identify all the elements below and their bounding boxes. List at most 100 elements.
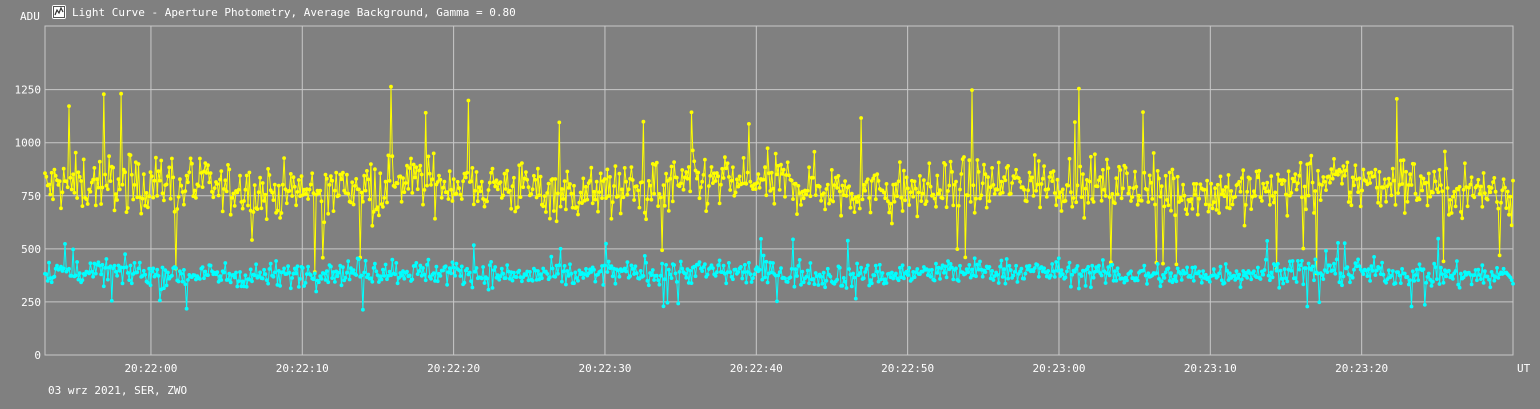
data-point bbox=[968, 275, 973, 280]
data-point bbox=[182, 202, 186, 207]
data-point bbox=[1377, 266, 1382, 270]
data-point bbox=[439, 195, 444, 200]
data-point bbox=[409, 156, 413, 161]
data-point bbox=[943, 264, 948, 269]
data-point bbox=[447, 169, 452, 174]
data-point bbox=[57, 179, 62, 184]
data-point bbox=[720, 166, 725, 171]
data-point bbox=[1421, 267, 1426, 272]
data-point bbox=[974, 196, 978, 201]
data-point bbox=[1000, 190, 1005, 195]
data-point bbox=[709, 263, 714, 268]
data-point bbox=[1145, 187, 1149, 192]
data-point bbox=[1408, 172, 1412, 177]
data-point bbox=[1313, 189, 1318, 193]
data-point bbox=[678, 259, 683, 264]
data-point bbox=[254, 262, 258, 267]
data-point bbox=[1052, 275, 1057, 279]
data-point bbox=[1163, 173, 1168, 178]
data-point bbox=[680, 266, 685, 271]
data-point bbox=[490, 286, 495, 290]
data-point bbox=[1189, 197, 1193, 202]
data-point bbox=[837, 189, 842, 194]
data-point bbox=[765, 146, 770, 151]
data-point bbox=[692, 264, 697, 269]
data-point bbox=[598, 171, 603, 176]
data-point bbox=[183, 282, 188, 287]
data-point bbox=[1304, 266, 1308, 271]
data-point bbox=[1046, 187, 1051, 192]
data-point bbox=[109, 298, 114, 303]
data-point bbox=[817, 184, 822, 189]
data-point bbox=[147, 266, 152, 271]
data-point bbox=[279, 211, 284, 215]
data-point bbox=[282, 156, 286, 161]
data-point bbox=[475, 199, 480, 204]
data-point bbox=[577, 268, 582, 273]
data-point bbox=[276, 183, 281, 188]
data-point bbox=[68, 175, 73, 180]
data-point bbox=[1269, 270, 1274, 275]
data-point bbox=[839, 213, 843, 218]
data-point bbox=[1499, 200, 1503, 205]
data-point bbox=[1358, 204, 1363, 209]
data-point bbox=[387, 179, 392, 183]
data-point bbox=[1233, 194, 1238, 199]
data-point bbox=[108, 179, 113, 184]
data-point bbox=[1422, 302, 1427, 307]
data-point bbox=[950, 265, 954, 270]
data-point bbox=[752, 272, 757, 277]
data-point bbox=[163, 268, 168, 272]
data-point bbox=[299, 174, 304, 179]
data-point bbox=[1290, 259, 1295, 263]
data-point bbox=[1174, 262, 1179, 267]
data-point bbox=[1435, 187, 1439, 192]
data-point bbox=[975, 262, 980, 267]
data-point bbox=[524, 170, 528, 175]
data-point bbox=[768, 189, 773, 193]
data-point bbox=[856, 194, 861, 199]
data-point bbox=[705, 201, 710, 206]
data-point bbox=[538, 174, 543, 179]
data-point bbox=[670, 199, 675, 204]
data-point bbox=[1320, 273, 1324, 277]
data-point bbox=[339, 177, 344, 182]
data-point bbox=[216, 279, 221, 284]
data-point bbox=[47, 182, 51, 187]
data-point bbox=[1197, 196, 1201, 201]
data-point bbox=[52, 167, 57, 172]
data-point bbox=[1408, 278, 1412, 282]
data-point bbox=[124, 210, 129, 215]
data-point bbox=[1352, 267, 1356, 272]
data-point bbox=[824, 278, 829, 283]
data-point bbox=[835, 186, 839, 190]
data-point bbox=[1050, 262, 1055, 266]
data-point bbox=[1095, 184, 1100, 189]
data-point bbox=[1125, 171, 1129, 176]
data-point bbox=[1511, 178, 1515, 183]
light-curve-app-icon[interactable] bbox=[52, 5, 66, 19]
data-point bbox=[294, 271, 298, 276]
data-point bbox=[187, 170, 192, 175]
data-point bbox=[906, 186, 910, 191]
data-point bbox=[1503, 185, 1507, 190]
data-point bbox=[894, 182, 898, 187]
data-point bbox=[1051, 269, 1056, 274]
data-point bbox=[471, 243, 476, 248]
data-point bbox=[634, 184, 639, 189]
data-point bbox=[646, 283, 651, 288]
data-point bbox=[69, 187, 74, 192]
data-point bbox=[585, 197, 590, 202]
data-point bbox=[617, 274, 622, 279]
data-point bbox=[1157, 276, 1161, 281]
data-point bbox=[474, 266, 479, 270]
data-point bbox=[341, 265, 345, 270]
data-point bbox=[1050, 179, 1055, 184]
data-point bbox=[64, 179, 69, 184]
data-point bbox=[156, 274, 161, 278]
data-point bbox=[222, 187, 226, 191]
data-point bbox=[1345, 265, 1350, 270]
data-point bbox=[141, 172, 146, 177]
data-point bbox=[204, 171, 209, 175]
data-point bbox=[1022, 187, 1026, 192]
